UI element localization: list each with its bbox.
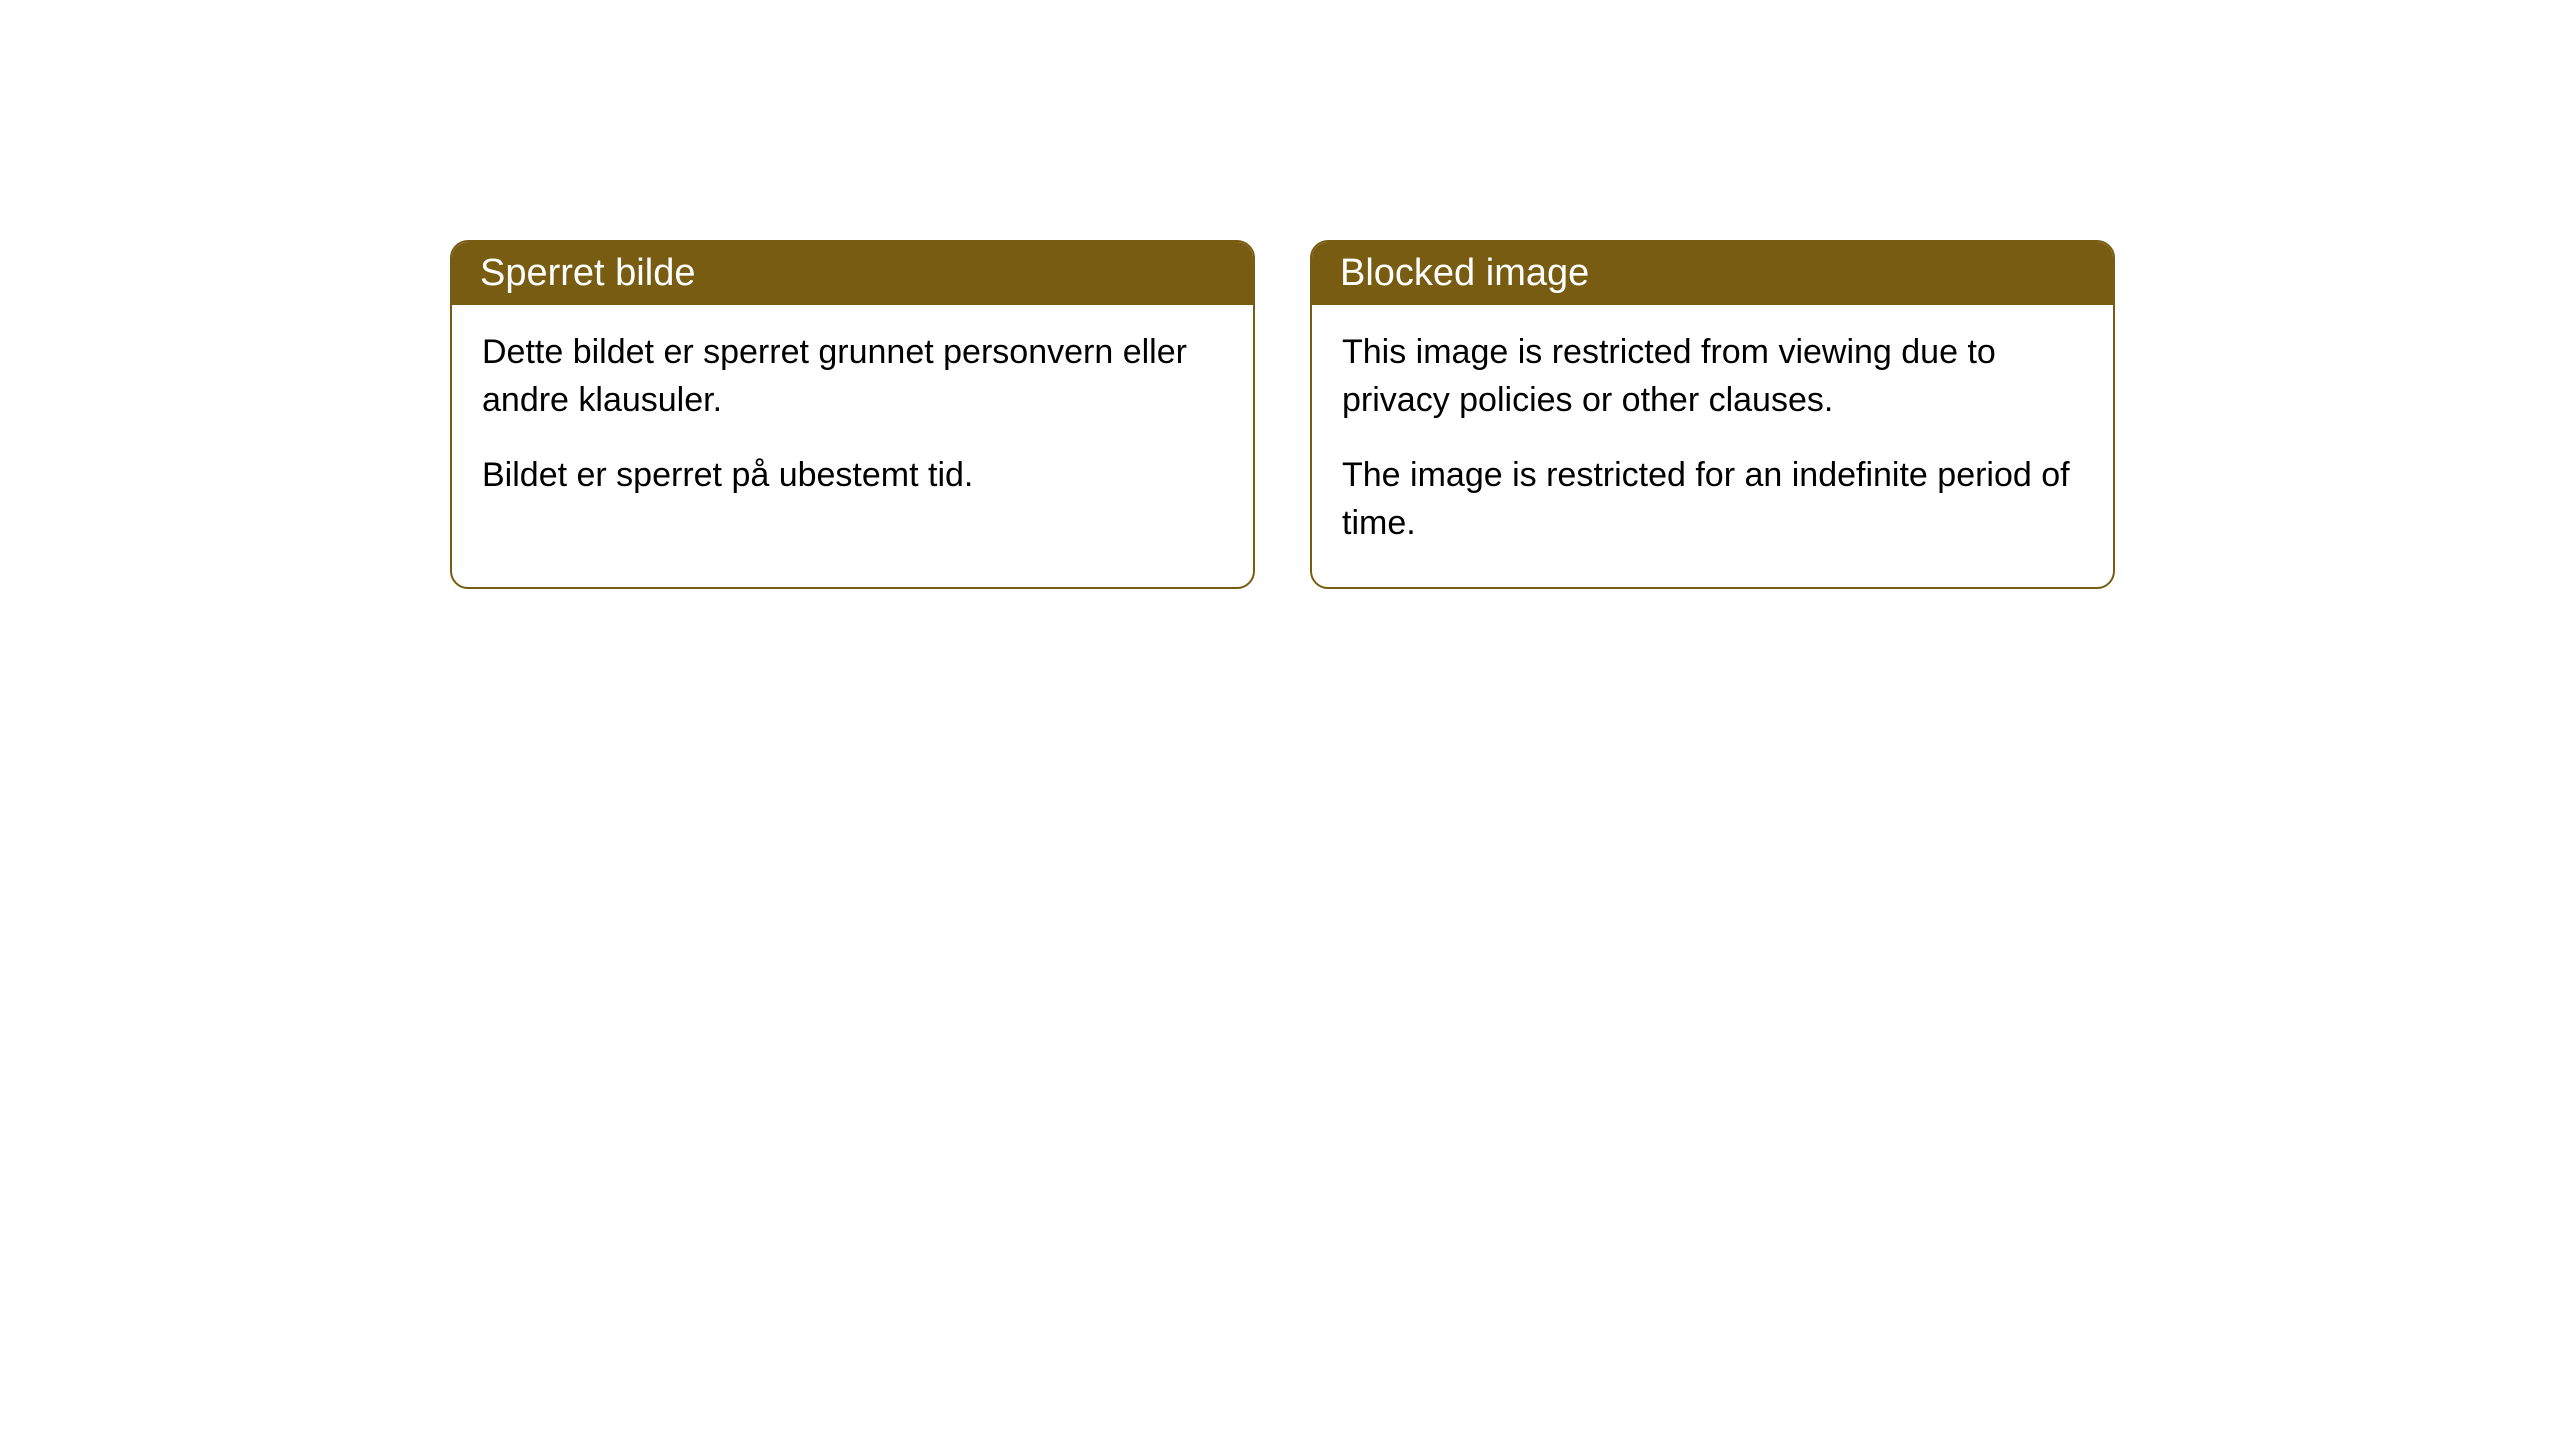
card-body-en: This image is restricted from viewing du… (1312, 305, 2113, 587)
card-header-no: Sperret bilde (452, 242, 1253, 305)
card-body-no: Dette bildet er sperret grunnet personve… (452, 305, 1253, 540)
card-paragraph-en-1: This image is restricted from viewing du… (1342, 329, 2083, 424)
card-paragraph-no-1: Dette bildet er sperret grunnet personve… (482, 329, 1223, 424)
blocked-image-card-no: Sperret bilde Dette bildet er sperret gr… (450, 240, 1255, 589)
card-header-en: Blocked image (1312, 242, 2113, 305)
blocked-image-card-en: Blocked image This image is restricted f… (1310, 240, 2115, 589)
card-paragraph-no-2: Bildet er sperret på ubestemt tid. (482, 452, 1223, 500)
card-paragraph-en-2: The image is restricted for an indefinit… (1342, 452, 2083, 547)
notice-cards-container: Sperret bilde Dette bildet er sperret gr… (450, 240, 2115, 589)
